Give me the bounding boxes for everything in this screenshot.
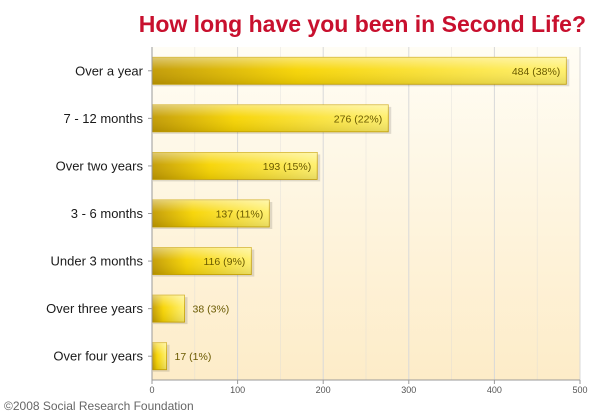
bar-shine	[152, 200, 270, 227]
category-labels: Over a year 7 - 12 months Over two years 3 …	[46, 63, 152, 364]
bar-shine	[152, 342, 167, 370]
data-label: 193 (15%)	[263, 161, 311, 173]
copyright-footer: ©2008 Social Research Foundation	[4, 399, 194, 413]
bar-shine	[152, 295, 185, 323]
category-label: 7 - 12 months	[64, 111, 144, 126]
category-label: Over two years	[56, 158, 144, 173]
x-tick-label: 200	[316, 385, 331, 395]
bar-shine	[152, 247, 252, 275]
x-tick-label: 100	[230, 385, 245, 395]
category-label: Over a year	[75, 63, 144, 78]
category-label: Over four years	[53, 349, 143, 364]
x-tick-label: 500	[572, 385, 587, 395]
x-tick-label: 0	[149, 385, 154, 395]
data-label: 17 (1%)	[175, 351, 212, 363]
x-axis: 0 100 200 300 400 500	[149, 379, 588, 395]
x-tick-label: 300	[401, 385, 416, 395]
data-label: 137 (11%)	[216, 209, 264, 221]
chart-title: How long have you been in Second Life?	[139, 11, 586, 37]
bars: 484 (38%) 276 (22%) 193 (15%) 137 (11%) 116 …	[151, 56, 570, 372]
data-label: 276 (22%)	[334, 113, 382, 125]
data-label: 484 (38%)	[512, 66, 560, 78]
data-label: 116 (9%)	[203, 256, 245, 268]
bar-shine	[152, 57, 567, 85]
data-label: 38 (3%)	[193, 304, 230, 316]
category-label: 3 - 6 months	[71, 206, 144, 221]
category-label: Over three years	[46, 301, 143, 316]
category-label: Under 3 months	[51, 254, 144, 269]
x-tick-label: 400	[487, 385, 502, 395]
bar-shine	[152, 104, 389, 132]
bar-shine	[152, 152, 318, 180]
